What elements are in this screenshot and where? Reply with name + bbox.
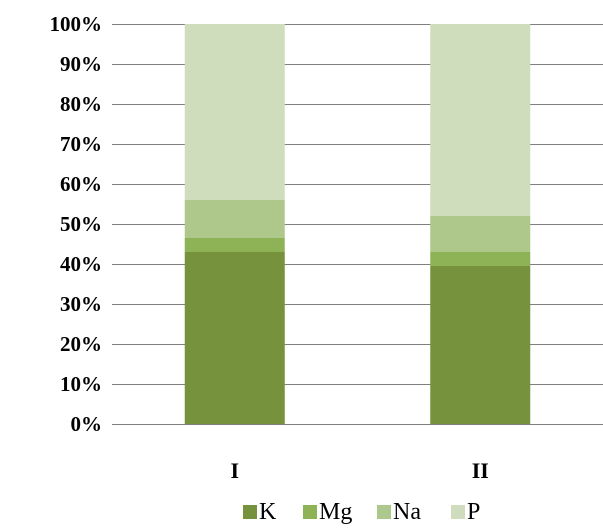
- y-tick-label: 10%: [60, 372, 102, 396]
- legend-item: P: [451, 499, 480, 525]
- bar-segment-mg: [184, 238, 285, 252]
- legend-swatch: [243, 505, 257, 519]
- x-category-label: I: [230, 458, 239, 483]
- bar-segment-mg: [430, 252, 531, 266]
- legend-item: Na: [377, 499, 421, 525]
- legend: K Mg Na P: [243, 499, 480, 525]
- legend-item: Mg: [303, 499, 352, 525]
- legend-label: K: [259, 499, 277, 525]
- bar-segment-na: [430, 216, 531, 252]
- bar-segment-k: [184, 252, 285, 424]
- y-tick-label: 20%: [60, 332, 102, 356]
- y-tick-label: 50%: [60, 212, 102, 236]
- x-axis-categories: I II: [230, 458, 488, 483]
- legend-label: P: [467, 499, 480, 525]
- y-tick-label: 60%: [60, 172, 102, 196]
- x-category-label: II: [472, 458, 489, 483]
- legend-label: Mg: [319, 499, 352, 525]
- y-tick-label: 80%: [60, 92, 102, 116]
- bar-segment-p: [430, 24, 531, 216]
- y-tick-label: 100%: [50, 12, 103, 36]
- y-tick-label: 30%: [60, 292, 102, 316]
- legend-label: Na: [393, 499, 421, 525]
- legend-swatch: [377, 505, 391, 519]
- legend-item: K: [243, 499, 277, 525]
- y-axis-ticks: 0% 10% 20% 30% 40% 50% 60% 70% 80% 90% 100%: [50, 12, 103, 436]
- y-tick-label: 90%: [60, 52, 102, 76]
- legend-swatch: [451, 505, 465, 519]
- bar-segment-na: [184, 200, 285, 238]
- legend-swatch: [303, 505, 317, 519]
- y-tick-label: 40%: [60, 252, 102, 276]
- bars: [184, 24, 531, 424]
- bar-segment-k: [430, 266, 531, 424]
- bar-segment-p: [184, 24, 285, 200]
- y-tick-label: 70%: [60, 132, 102, 156]
- y-tick-label: 0%: [71, 412, 103, 436]
